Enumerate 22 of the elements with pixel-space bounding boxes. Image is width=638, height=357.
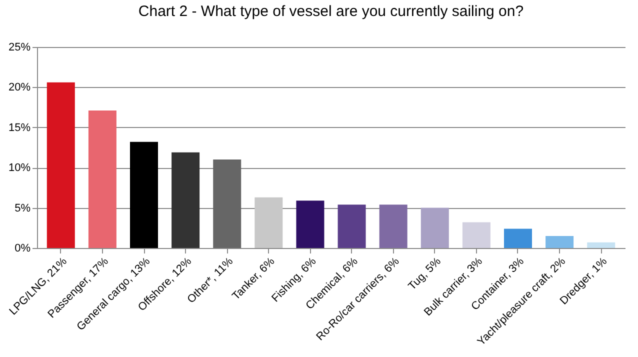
y-tick-label: 10% <box>8 162 31 174</box>
bar <box>296 200 324 248</box>
bar <box>46 82 75 248</box>
bar <box>462 222 490 248</box>
bar <box>213 160 242 248</box>
bar <box>338 204 366 248</box>
chart-title: Chart 2 - What type of vessel are you currently sailing on? <box>138 3 524 20</box>
x-tick-label: Tug, 5% <box>406 255 444 293</box>
y-tick-label: 25% <box>8 42 31 54</box>
bar <box>254 197 283 248</box>
bar <box>587 242 616 248</box>
bar <box>504 228 532 248</box>
y-tick-label: 5% <box>14 202 31 214</box>
y-tick-label: 20% <box>8 82 31 94</box>
bar <box>420 208 449 248</box>
y-tick-label: 0% <box>14 242 31 254</box>
y-tick-label: 15% <box>8 122 31 134</box>
bar <box>379 204 408 248</box>
bar <box>172 152 200 248</box>
bar <box>130 142 158 248</box>
bar <box>546 236 574 248</box>
bar <box>88 110 116 248</box>
